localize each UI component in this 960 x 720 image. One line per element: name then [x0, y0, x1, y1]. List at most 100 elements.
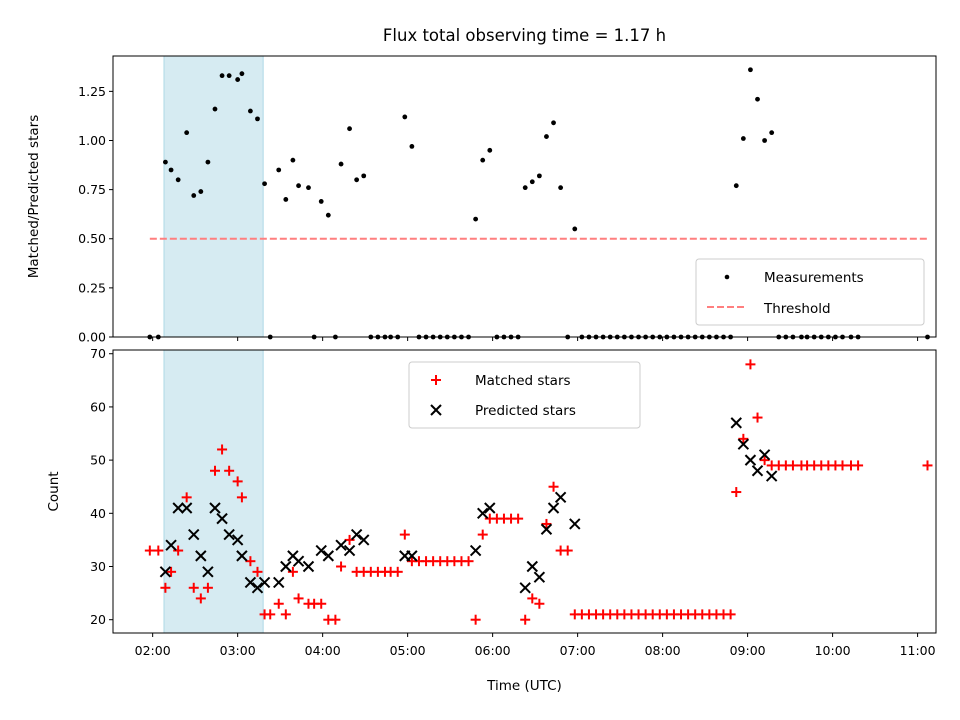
matched-star-point [293, 593, 304, 604]
matched-star-point [287, 566, 298, 577]
measurement-point [769, 130, 775, 136]
count-legend-box [408, 361, 641, 429]
predicted-star-point [519, 582, 531, 594]
count-markers [144, 359, 933, 625]
ratio-axes-frame [112, 55, 937, 338]
matched-star-point [160, 582, 171, 593]
measurement-point [318, 199, 324, 204]
predicted-star-point [236, 550, 248, 562]
measurement-point [572, 226, 578, 232]
measurement-point [255, 116, 260, 122]
ratio-panel: 0.00 0.25 0.50 0.75 1.00 1.25 Flux total obse… [26, 26, 937, 345]
matched-star-point [534, 598, 545, 609]
y-tick-label: 20 [90, 612, 106, 627]
matched-star-point [166, 566, 177, 577]
measurement-point [536, 173, 542, 179]
ratio-legend-box [695, 258, 925, 326]
x-axis-label: Time (UTC) [486, 678, 562, 694]
predicted-star-point [195, 550, 207, 562]
predicted-star-point [737, 438, 750, 450]
matched-star-point [738, 433, 749, 444]
predicted-star-point [223, 528, 235, 541]
predicted-star-point [172, 502, 184, 514]
observing-window-highlight-lower [163, 349, 264, 634]
matched-star-point [470, 614, 481, 625]
measurement-point [296, 183, 301, 189]
x-tick-label: 11:00 [900, 643, 936, 658]
measurement-point [248, 108, 253, 114]
matched-star-point [232, 476, 243, 487]
count-axes-frame [112, 349, 937, 634]
matched-star-point [392, 566, 403, 577]
y-tick-label: 0.00 [78, 330, 106, 345]
matched-star-point [759, 455, 770, 466]
matched-star-point [745, 359, 756, 370]
observing-window-highlight [163, 55, 264, 338]
predicted-star-point [569, 518, 581, 530]
measurement-point [191, 193, 197, 198]
predicted-star-point [484, 502, 496, 514]
matched-star-point [344, 534, 355, 545]
count-x-ticks: 02:00 03:00 04:00 05:00 06:00 07:00 08:00 09:00… [135, 633, 936, 658]
matched-star-point [520, 614, 531, 625]
legend-predicted-label: Predicted stars [475, 403, 576, 419]
chart-title: Flux total observing time = 1.17 h [383, 26, 666, 45]
matched-star-point [477, 529, 488, 540]
y-tick-label: 0.50 [78, 231, 106, 246]
legend-matched-label: Matched stars [475, 373, 571, 389]
predicted-star-point [477, 507, 489, 520]
measurement-point [283, 197, 289, 202]
measurement-point [338, 161, 344, 167]
matched-star-point [245, 556, 256, 567]
measurement-point [529, 179, 535, 185]
x-tick-label: 09:00 [730, 643, 766, 658]
measurement-point [740, 136, 746, 141]
measurement-point [235, 77, 241, 82]
y-tick-label: 60 [90, 399, 106, 414]
y-tick-label: 0.25 [78, 280, 106, 295]
predicted-star-point [273, 576, 285, 589]
x-tick-label: 05:00 [390, 643, 426, 658]
x-tick-label: 07:00 [560, 643, 596, 658]
predicted-star-point [358, 534, 370, 546]
predicted-star-point [469, 544, 482, 557]
count-legend: Matched stars Predicted stars [408, 361, 641, 429]
measurement-point [325, 212, 331, 218]
y-tick-label: 1.00 [78, 133, 106, 148]
predicted-star-point [554, 491, 567, 504]
legend-matched-marker [431, 375, 441, 385]
matched-star-point [922, 460, 933, 471]
measurement-point [163, 159, 168, 165]
predicted-star-point [258, 576, 271, 589]
predicted-star-point [280, 560, 292, 573]
measurement-point [551, 120, 556, 126]
measurement-point [219, 73, 225, 79]
measurement-point [184, 130, 190, 136]
measurement-point [262, 181, 267, 187]
matched-star-point [837, 460, 848, 471]
predicted-star-point [302, 560, 315, 573]
legend-threshold-label: Threshold [763, 301, 831, 317]
x-tick-label: 10:00 [815, 643, 851, 658]
matched-star-point [853, 460, 864, 471]
matched-star-point [217, 444, 228, 455]
matched-star-point [787, 460, 798, 471]
measurement-point [409, 143, 415, 149]
matched-star-point [513, 513, 524, 524]
y-tick-label: 50 [90, 453, 106, 468]
ratio-y-axis-label: Matched/Predicted stars [26, 115, 42, 278]
measurement-point [755, 96, 760, 102]
predicted-star-point [343, 544, 356, 557]
measurement-point [487, 147, 493, 153]
measurement-point [544, 134, 549, 139]
predicted-star-point [216, 512, 228, 525]
predicted-star-point [292, 555, 305, 567]
predicted-star-point [526, 560, 538, 573]
x-tick-label: 08:00 [645, 643, 681, 658]
matched-star-point [195, 593, 206, 604]
y-tick-label: 0.75 [78, 182, 106, 197]
measurement-point [168, 167, 174, 173]
count-y-axis-label: Count [46, 471, 62, 511]
matched-star-point [541, 518, 552, 529]
